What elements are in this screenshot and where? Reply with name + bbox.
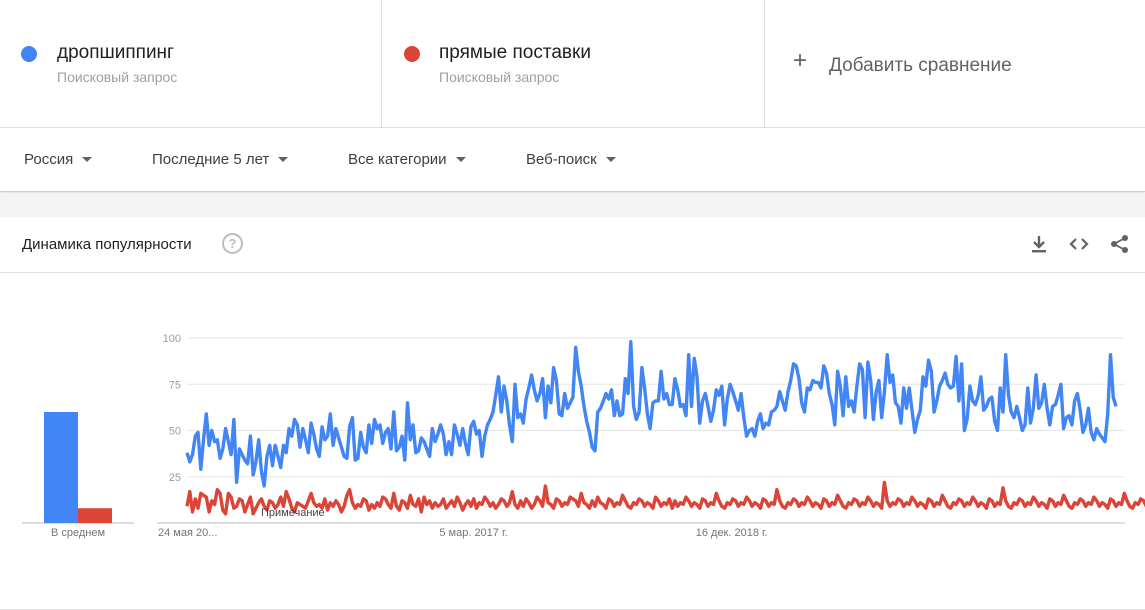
chart-grid: 25 50 75 100 <box>157 333 1125 524</box>
term-1-name[interactable]: дропшиппинг <box>57 42 174 63</box>
add-comparison-button[interactable]: + Добавить сравнение <box>765 0 1145 128</box>
term-card-2[interactable]: прямые поставки Поисковый запрос <box>382 0 765 128</box>
add-comparison-label: Добавить сравнение <box>829 55 1012 76</box>
share-icon[interactable] <box>1109 233 1131 255</box>
compare-bar: дропшиппинг Поисковый запрос прямые пост… <box>0 0 1145 128</box>
term-1-type: Поисковый запрос <box>57 69 178 85</box>
download-icon[interactable] <box>1028 233 1050 255</box>
y-tick-label: 25 <box>169 472 181 484</box>
term-2-type: Поисковый запрос <box>439 69 560 85</box>
caret-down-icon <box>455 157 466 162</box>
x-tick-label: 5 мар. 2017 г. <box>439 527 507 539</box>
term-2-name[interactable]: прямые поставки <box>439 42 591 63</box>
caret-down-icon <box>605 157 616 162</box>
section-gap <box>0 193 1145 217</box>
embed-icon[interactable] <box>1068 233 1090 255</box>
card-header: Динамика популярности ? <box>0 217 1145 273</box>
caret-down-icon <box>278 157 289 162</box>
category-label: Все категории <box>348 151 447 168</box>
region-dropdown[interactable]: Россия <box>24 151 93 168</box>
x-axis-labels: 24 мая 20... 5 мар. 2017 г. 16 дек. 2018 г… <box>158 527 768 539</box>
plus-icon: + <box>793 47 808 74</box>
term-1-color-dot <box>21 46 37 62</box>
note-label[interactable]: Примечание <box>261 507 325 519</box>
y-tick-label: 50 <box>169 426 181 438</box>
period-label: Последние 5 лет <box>152 151 270 168</box>
help-icon[interactable]: ? <box>222 233 243 254</box>
y-tick-label: 100 <box>163 333 181 345</box>
average-bar-dropshipping[interactable] <box>44 412 78 523</box>
caret-down-icon <box>82 157 93 162</box>
region-label: Россия <box>24 151 74 168</box>
term-card-1[interactable]: дропшиппинг Поисковый запрос <box>0 0 382 128</box>
average-bars: В среднем <box>22 412 134 539</box>
average-bar-direct-supply[interactable] <box>78 508 112 523</box>
category-dropdown[interactable]: Все категории <box>348 151 466 168</box>
x-tick-label: 24 мая 20... <box>158 527 217 539</box>
x-tick-label: 16 дек. 2018 г. <box>696 527 768 539</box>
card-title: Динамика популярности <box>22 236 192 253</box>
y-tick-label: 75 <box>169 379 181 391</box>
series-line-dropshipping[interactable] <box>185 339 1118 488</box>
period-dropdown[interactable]: Последние 5 лет <box>152 151 289 168</box>
chart-lines <box>185 339 1145 516</box>
interest-over-time-card: Динамика популярности ? В среднем 25 50 75… <box>0 217 1145 610</box>
trend-chart: В среднем 25 50 75 100 24 мая 20... 5 мар. 2… <box>22 333 1145 539</box>
search-type-label: Веб-поиск <box>526 151 597 168</box>
series-line-direct-supply[interactable] <box>185 480 1145 516</box>
search-type-dropdown[interactable]: Веб-поиск <box>526 151 616 168</box>
average-label: В среднем <box>51 527 105 539</box>
term-2-color-dot <box>404 46 420 62</box>
filter-bar: Россия Последние 5 лет Все категории Веб… <box>0 128 1145 192</box>
